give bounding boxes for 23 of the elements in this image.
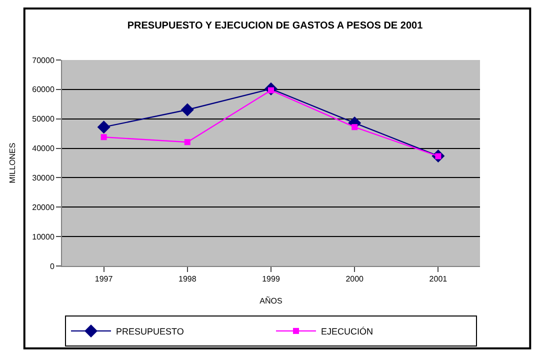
y-tick-label: 30000: [32, 174, 55, 183]
point: [180, 103, 194, 116]
y-tick-label: 10000: [32, 232, 55, 242]
y-tick-label: 40000: [32, 144, 55, 154]
legend-label: PRESUPUESTO: [116, 326, 184, 336]
x-tick-label: 1999: [262, 274, 280, 284]
x-axis-title: AÑOS: [260, 296, 282, 306]
x-tick-label: 2001: [429, 274, 448, 284]
x-tick-label: 2000: [346, 274, 364, 284]
y-tick-label: 70000: [32, 56, 55, 65]
y-tick-label: 60000: [32, 85, 55, 94]
point: [97, 120, 110, 134]
y-axis-title: MILLONES: [8, 142, 17, 184]
x-tick-label: 1997: [94, 274, 114, 284]
y-tick-label: 50000: [32, 114, 55, 124]
y-tick-label: 20000: [32, 202, 55, 212]
chart-title: PRESUPUESTO Y EJECUCION DE GASTOS A PESOS DE 2001: [127, 20, 424, 32]
point: [184, 139, 190, 146]
point: [352, 124, 358, 130]
y-tick-label: 0: [50, 262, 55, 271]
x-tick-label: 1998: [178, 274, 197, 284]
point: [100, 134, 107, 140]
legend-label: EJECUCIÓN: [321, 326, 374, 336]
